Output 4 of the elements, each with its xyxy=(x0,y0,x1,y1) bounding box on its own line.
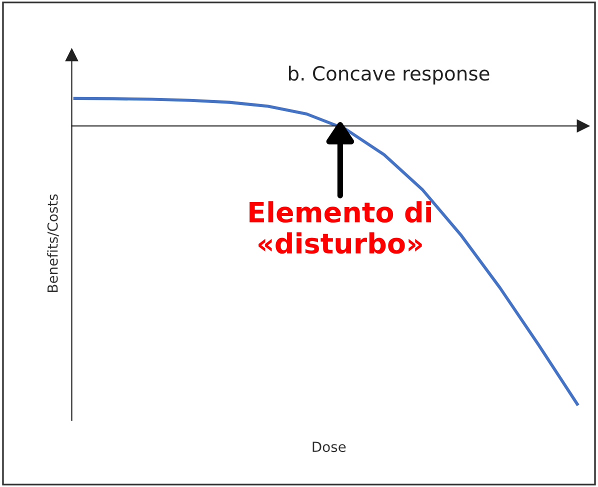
chart-title: b. Concave response xyxy=(288,66,490,85)
x-axis-title: Dose xyxy=(312,442,346,452)
y-axis-title: Benefits/Costs xyxy=(47,194,59,292)
annotation: Elemento di «disturbo» xyxy=(250,201,432,254)
